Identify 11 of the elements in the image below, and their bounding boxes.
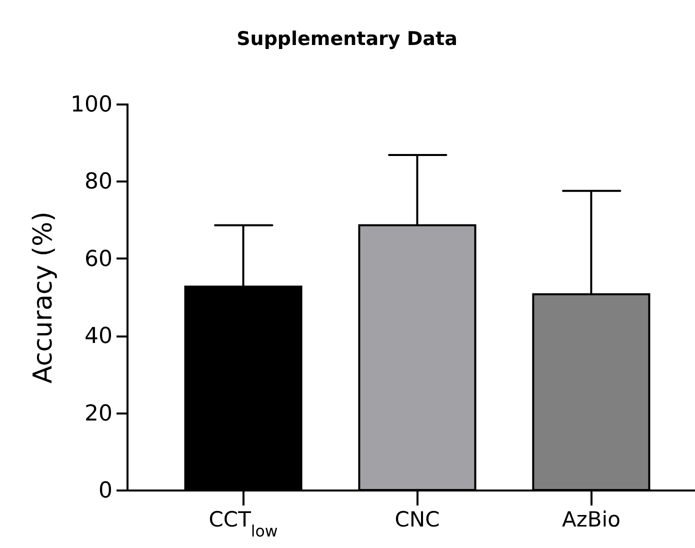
x-tick-label: CNC [394,508,440,532]
y-tick-label: 60 [84,246,112,272]
x-tick-label: CCT$_{low}$ [208,508,278,540]
y-tick-label: 0 [98,478,112,504]
x-tick-label: AzBio [562,508,620,532]
y-axis-title: Accuracy (%) [28,212,59,384]
y-tick-label: 80 [84,170,112,195]
y-tick-label: 100 [70,92,112,118]
y-tick-label: 20 [84,401,112,426]
y-tick-label: 40 [84,324,112,350]
chart-title: Supplementary Data [236,28,458,50]
